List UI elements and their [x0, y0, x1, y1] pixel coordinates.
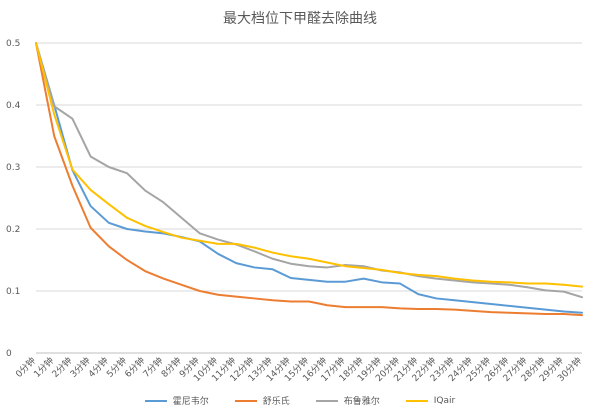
legend-label: 舒乐氏: [262, 397, 290, 407]
y-tick-label: 0.5: [6, 39, 20, 49]
x-tick-label: 5分钟: [104, 355, 129, 380]
legend-item-4: IQair: [405, 394, 456, 407]
legend-label: IQair: [433, 395, 456, 406]
legend-label: 霍尼韦尔: [172, 397, 209, 407]
x-tick-label: 8分钟: [158, 355, 183, 380]
y-tick-label: 0: [6, 349, 12, 359]
legend-item-1: 霍尼韦尔: [144, 394, 209, 407]
chart-title: 最大档位下甲醛去除曲线: [223, 11, 377, 27]
x-tick-label: 1分钟: [31, 355, 56, 380]
y-tick-label: 0.2: [6, 225, 20, 235]
legend-swatch: [315, 399, 338, 402]
y-tick-label: 0.1: [6, 287, 20, 297]
series-line-3: [35, 42, 583, 299]
x-tick-label: 3分钟: [67, 355, 92, 380]
legend-item-3: 布鲁雅尔: [315, 394, 380, 407]
x-tick-label: 6分钟: [122, 355, 147, 380]
legend-swatch: [234, 399, 257, 402]
legend-swatch: [405, 399, 428, 402]
x-tick-label: 4分钟: [86, 355, 111, 380]
series-line-4: [35, 42, 583, 288]
chart-legend: 霍尼韦尔 舒乐氏 布鲁雅尔 IQair: [0, 394, 600, 407]
legend-label: 布鲁雅尔: [343, 397, 380, 407]
y-tick-label: 0.3: [6, 163, 20, 173]
x-tick-label: 0分钟: [13, 355, 38, 380]
legend-swatch: [144, 399, 167, 402]
x-tick-label: 7分钟: [140, 355, 165, 380]
y-tick-label: 0.4: [6, 101, 21, 111]
series-line-2: [35, 42, 583, 317]
legend-item-2: 舒乐氏: [234, 394, 290, 407]
x-tick-label: 2分钟: [49, 355, 74, 380]
series-line-1: [35, 42, 583, 314]
